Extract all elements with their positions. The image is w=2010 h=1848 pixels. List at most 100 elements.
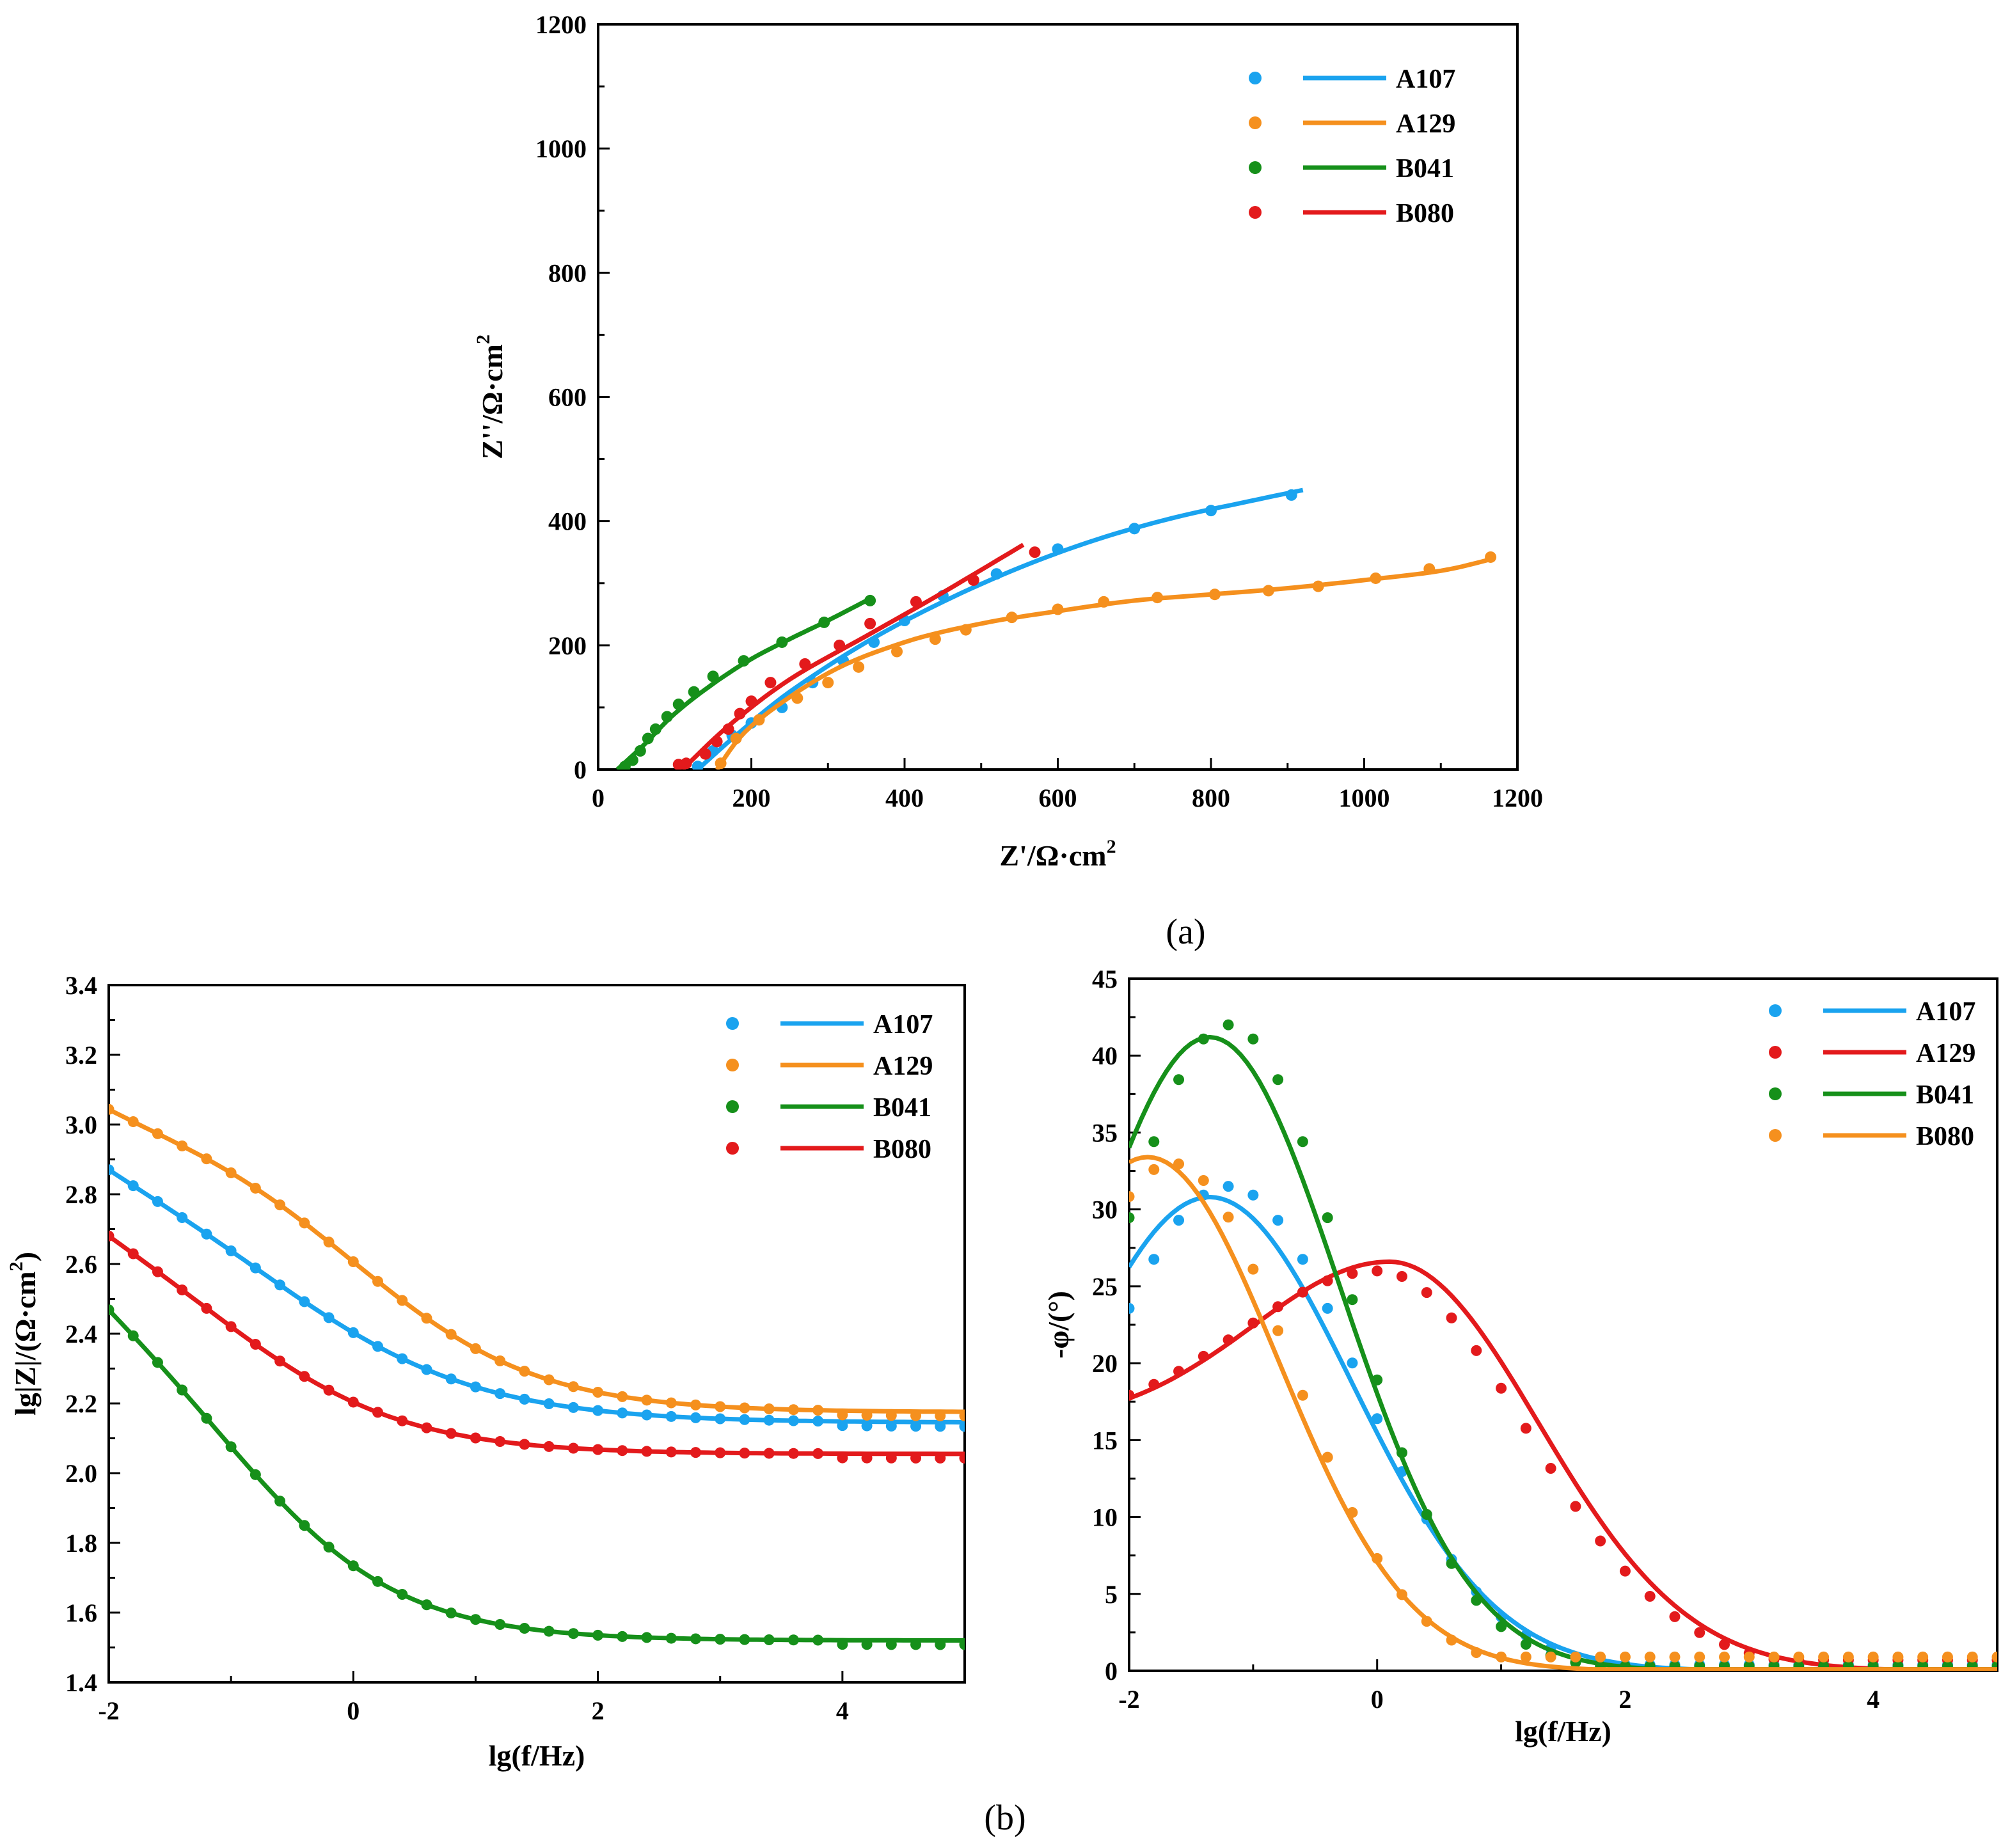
panel-b2-data-point-b080 — [1719, 1651, 1730, 1662]
panel-b1-y-tick-label: 2.0 — [65, 1459, 97, 1488]
panel-b1-data-point-a107 — [617, 1407, 628, 1419]
panel-b1-data-point-a129 — [715, 1401, 726, 1412]
panel-b1-data-point-b041 — [837, 1639, 848, 1650]
panel-b1-fit-line-a129 — [109, 1107, 965, 1414]
panel-b1-data-point-b080 — [109, 1230, 115, 1242]
panel-b1-data-point-a129 — [397, 1295, 408, 1306]
panel-b1-data-point-a107 — [592, 1405, 604, 1416]
panel-b1-data-point-a129 — [470, 1343, 481, 1354]
panel-b1-data-point-b080 — [935, 1452, 946, 1464]
panel-b1-data-point-b080 — [347, 1396, 359, 1408]
panel-b1-data-point-b080 — [592, 1444, 604, 1455]
panel-a-nyquist: 0 200 400 600 800 1000 1200 0 200 400 600 800 1000 12… — [473, 10, 1543, 872]
panel-b2-data-point-a129 — [1198, 1350, 1209, 1362]
panel-b1-data-point-a129 — [690, 1399, 701, 1410]
panel-b1-data-point-b041 — [274, 1496, 286, 1507]
panel-b1-data-point-a129 — [787, 1404, 799, 1416]
panel-b1-data-point-a107 — [152, 1196, 163, 1207]
panel-b1-data-point-a107 — [109, 1164, 115, 1176]
panel-b1-legend-label-b041: B041 — [873, 1093, 931, 1123]
panel-b1-data-point-a107 — [347, 1327, 359, 1338]
panel-b2-data-point-b080 — [1917, 1651, 1929, 1662]
panel-b2-data-point-a107 — [1148, 1254, 1160, 1265]
panel-b1-data-point-a107 — [935, 1421, 946, 1432]
panel-a-x-axis-title-sup: 2 — [1107, 836, 1116, 857]
panel-b2-data-point-b080 — [1446, 1634, 1457, 1646]
panel-b1-data-point-b041 — [617, 1631, 628, 1642]
panel-a-y-axis-title: Z''/Ω·cm2 — [473, 335, 509, 459]
panel-a-plot-frame — [597, 23, 1519, 771]
panel-b1-data-point-a107 — [421, 1364, 432, 1375]
panel-b1-y-tick-label: 3.4 — [65, 971, 97, 1000]
panel-b2-data-point-a129 — [1148, 1378, 1160, 1390]
panel-b1-data-point-b041 — [495, 1619, 506, 1631]
panel-b1-data-point-a129 — [274, 1199, 286, 1211]
panel-b2-y-tick-label: 30 — [1092, 1196, 1118, 1224]
panel-b2-data-point-a129 — [1619, 1565, 1631, 1577]
panel-b2-data-point-b080 — [1396, 1589, 1407, 1600]
panel-a-data-point-b041 — [688, 686, 700, 698]
panel-b1-data-point-b080 — [249, 1339, 261, 1350]
panel-b2-data-point-b080 — [1173, 1158, 1185, 1170]
panel-b1-data-point-a129 — [567, 1381, 579, 1393]
panel-b2-data-point-a129 — [1247, 1317, 1259, 1329]
panel-b1-legend-marker — [726, 1100, 739, 1113]
panel-b1-data-point-b080 — [470, 1432, 481, 1444]
panel-b1-data-point-a107 — [910, 1421, 922, 1432]
panel-b1-data-point-a107 — [274, 1279, 286, 1291]
panel-a-data-point-b080 — [910, 596, 922, 608]
panel-a-data-point-a129 — [960, 624, 972, 636]
panel-a-data-point-a129 — [1423, 563, 1436, 575]
panel-b1-legend-label-b080: B080 — [873, 1135, 931, 1164]
panel-b2-data-point-b041 — [1223, 1019, 1234, 1031]
panel-b1-data-point-a107 — [470, 1381, 481, 1393]
panel-b1-data-point-a107 — [543, 1398, 555, 1410]
panel-a-data-point-a129 — [1312, 580, 1324, 592]
panel-b2-y-tick-label: 15 — [1092, 1426, 1118, 1455]
panel-b1-y-tick-label: 2.2 — [65, 1389, 97, 1418]
panel-a-data-point-a129 — [929, 633, 941, 645]
panel-a-data-point-b041 — [626, 754, 638, 766]
panel-b1-data-point-b080 — [910, 1452, 922, 1464]
panel-a-data-point-b080 — [745, 695, 757, 707]
panel-b1-x-tick-label: 4 — [836, 1696, 849, 1725]
panel-b1-data-point-a107 — [323, 1312, 335, 1323]
panel-b2-data-point-b080 — [1818, 1651, 1830, 1662]
panel-b2-data-point-b080 — [1372, 1552, 1383, 1564]
panel-b2-data-point-b080 — [1545, 1651, 1556, 1662]
panel-b1-data-point-b080 — [177, 1284, 188, 1296]
panel-b2-legend-label-b080: B080 — [1916, 1122, 1974, 1151]
panel-b1-data-point-b080 — [397, 1415, 408, 1426]
panel-b1-data-point-b041 — [567, 1628, 579, 1639]
panel-b1-data-point-b041 — [861, 1639, 873, 1650]
panel-b2-y-axis-title: -φ/(°) — [1042, 1291, 1075, 1359]
panel-b2-y-tick-label: 45 — [1092, 965, 1118, 993]
panel-b2-data-point-a107 — [1347, 1357, 1358, 1369]
panel-b1-data-point-b080 — [445, 1428, 457, 1439]
panel-a-data-point-a129 — [1006, 612, 1018, 624]
panel-b1-data-point-b041 — [372, 1576, 384, 1587]
panel-a-x-tick-label: 1200 — [1492, 784, 1543, 812]
panel-a-x-tick-label: 0 — [592, 784, 605, 812]
panel-b1-data-point-a129 — [885, 1410, 897, 1421]
panel-b2-data-point-b041 — [1322, 1212, 1333, 1224]
panel-b1-y-axis-title-sup: 2 — [6, 1261, 27, 1271]
panel-b1-data-point-b041 — [249, 1469, 261, 1480]
panel-b2-legend-label-a107: A107 — [1916, 997, 1975, 1027]
panel-b1-data-point-b041 — [715, 1634, 726, 1645]
panel-b2-data-point-a129 — [1520, 1423, 1531, 1434]
panel-a-fit-line-b080 — [681, 542, 1025, 770]
panel-a-data-point-b080 — [1029, 546, 1041, 558]
panel-b2-y-tick-label: 25 — [1092, 1272, 1118, 1301]
panel-a-y-tick-label: 600 — [548, 383, 587, 412]
panel-b1-data-point-b080 — [372, 1407, 384, 1418]
panel-b1-data-point-b080 — [617, 1445, 628, 1457]
panel-b1-data-point-a129 — [201, 1153, 212, 1165]
panel-b1-data-point-a129 — [617, 1391, 628, 1402]
panel-b1-data-point-b041 — [152, 1357, 163, 1368]
panel-a-data-point-a129 — [1208, 588, 1221, 601]
panel-b1-data-point-b041 — [421, 1599, 432, 1611]
panel-b2-data-point-b080 — [1595, 1651, 1606, 1662]
panel-b1-plot-area — [109, 1103, 965, 1650]
